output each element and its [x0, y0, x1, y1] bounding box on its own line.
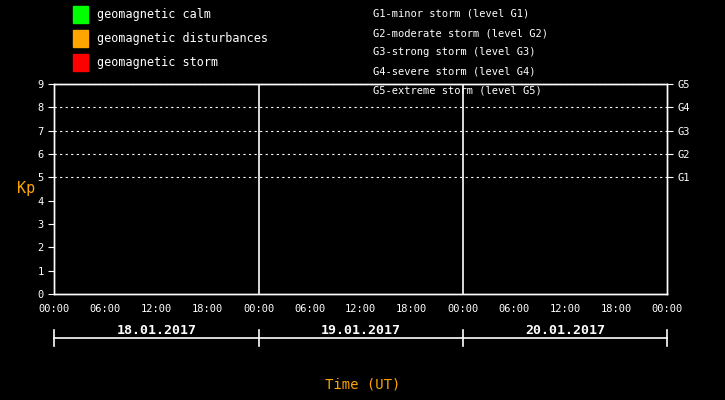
Text: 20.01.2017: 20.01.2017: [525, 324, 605, 336]
Text: G4-severe storm (level G4): G4-severe storm (level G4): [373, 66, 536, 76]
Text: geomagnetic disturbances: geomagnetic disturbances: [97, 32, 268, 45]
Text: G2-moderate storm (level G2): G2-moderate storm (level G2): [373, 28, 548, 38]
Text: G1-minor storm (level G1): G1-minor storm (level G1): [373, 9, 530, 19]
Y-axis label: Kp: Kp: [17, 182, 36, 196]
Text: geomagnetic calm: geomagnetic calm: [97, 8, 211, 21]
Text: Time (UT): Time (UT): [325, 377, 400, 391]
Text: 18.01.2017: 18.01.2017: [117, 324, 196, 336]
Text: G3-strong storm (level G3): G3-strong storm (level G3): [373, 47, 536, 57]
Text: 19.01.2017: 19.01.2017: [320, 324, 401, 336]
Text: G5-extreme storm (level G5): G5-extreme storm (level G5): [373, 86, 542, 96]
Text: geomagnetic storm: geomagnetic storm: [97, 56, 218, 69]
